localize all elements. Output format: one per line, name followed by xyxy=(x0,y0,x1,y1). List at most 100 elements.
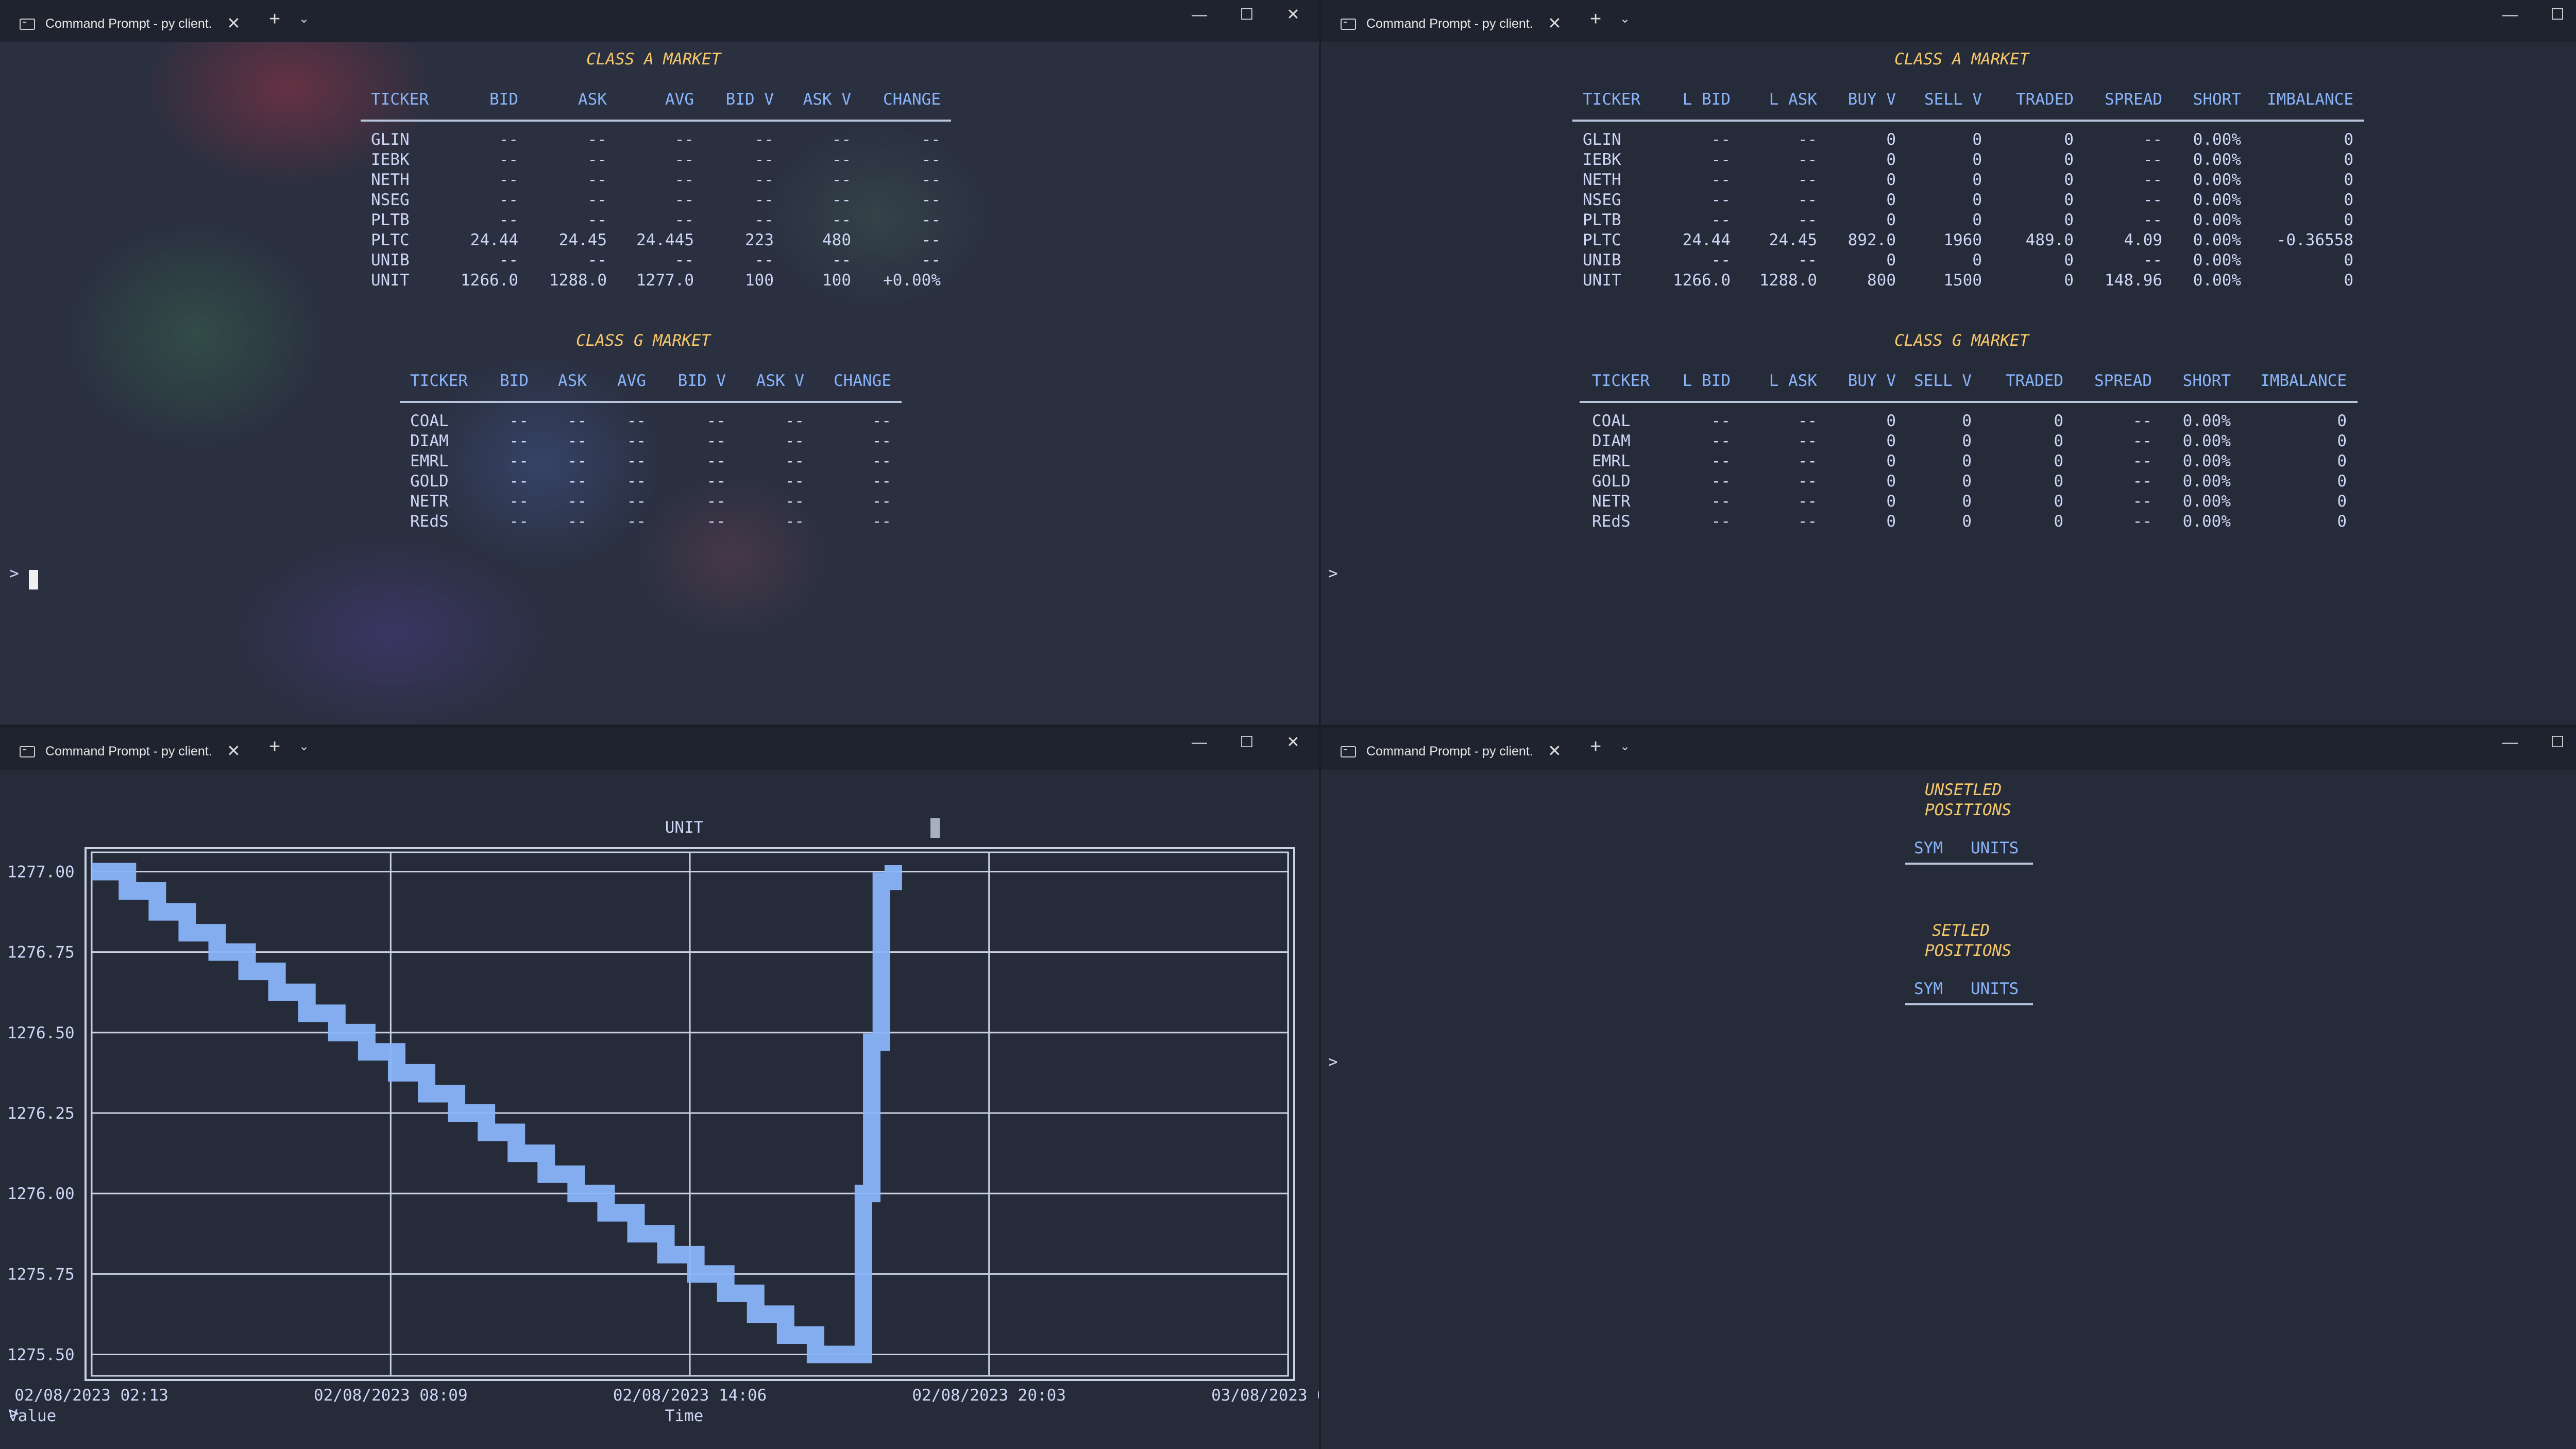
prompt: > xyxy=(9,1404,19,1423)
table-cell: 0 xyxy=(1962,492,1972,511)
table-cell: -- xyxy=(754,211,774,229)
prompt: > xyxy=(1328,1053,1338,1071)
ticker-cell: COAL xyxy=(1592,412,1631,430)
tab-close-icon[interactable]: ✕ xyxy=(227,14,241,32)
maximize-button[interactable]: ☐ xyxy=(2550,6,2565,23)
chevron-down-icon[interactable]: ⌄ xyxy=(1620,739,1631,753)
table-cell: 0 xyxy=(1962,472,1972,491)
table-cell: -- xyxy=(1711,412,1731,430)
ticker-cell: DIAM xyxy=(410,432,449,450)
maximize-button[interactable]: ☐ xyxy=(1240,6,1254,23)
table-cell: 0 xyxy=(2054,452,2063,470)
y-tick-label: 1276.50 xyxy=(7,1024,75,1042)
tab-close-icon[interactable]: ✕ xyxy=(1548,742,1562,760)
ticker-cell: PLTC xyxy=(1583,231,1621,249)
table-cell: 1500 xyxy=(1943,271,1982,290)
column-header: CHANGE xyxy=(883,90,941,109)
table-cell: 0 xyxy=(2064,191,2074,209)
table-cell: 0 xyxy=(1886,452,1896,470)
series-line xyxy=(91,863,902,1363)
terminal-output[interactable]: 1277.00 1276.75 1276.50 1276.25 1276.00 1275.… xyxy=(0,770,1319,1449)
table-cell: 0.00% xyxy=(2193,191,2241,209)
table-cell: -- xyxy=(2132,452,2152,470)
title-bar: Command Prompt - py client. ✕ + ⌄ — ☐ ✕ xyxy=(0,728,1319,770)
tab-close-icon[interactable]: ✕ xyxy=(227,742,241,760)
table-cell: 0.00% xyxy=(2193,130,2241,149)
table-cell: 24.45 xyxy=(1769,231,1817,249)
tab-command-prompt[interactable]: Command Prompt - py client. ✕ xyxy=(11,735,259,770)
table-cell: -- xyxy=(499,251,518,269)
chevron-down-icon[interactable]: ⌄ xyxy=(299,12,310,26)
minimize-button[interactable]: — xyxy=(1192,734,1207,751)
minimize-button[interactable]: — xyxy=(1192,6,1207,23)
table-cell: 480 xyxy=(822,231,851,249)
table-cell: 489.0 xyxy=(2025,231,2074,249)
y-tick-label: 1277.00 xyxy=(7,863,75,881)
ticker-cell: PLTB xyxy=(371,211,410,229)
new-tab-button[interactable]: + xyxy=(269,736,281,757)
table-cell: -- xyxy=(674,211,694,229)
table-cell: -- xyxy=(706,432,726,450)
ticker-cell: NETR xyxy=(410,492,449,511)
settled-header-units: UNITS xyxy=(1971,980,2019,998)
tab-command-prompt[interactable]: Command Prompt - py client. ✕ xyxy=(1332,735,1580,770)
table-cell: -- xyxy=(785,452,804,470)
table-cell: 0 xyxy=(2337,472,2347,491)
table-cell: -- xyxy=(626,412,646,430)
maximize-button[interactable]: ☐ xyxy=(2550,734,2565,751)
ticker-cell: UNIT xyxy=(1583,271,1621,290)
close-window-button[interactable]: ✕ xyxy=(1286,734,1300,751)
terminal-output[interactable]: CLASS A MARKET CLASS G MARKET > TICKER L … xyxy=(1321,42,2576,724)
x-tick-label: 02/08/2023 20:03 xyxy=(912,1386,1066,1405)
column-header: CHANGE xyxy=(834,372,891,390)
table-cell: 0 xyxy=(2064,130,2074,149)
tab-title: Command Prompt - py client. xyxy=(1366,744,1533,759)
table-cell: -- xyxy=(674,171,694,189)
ticker-cell: UNIB xyxy=(371,251,410,269)
table-cell: 0 xyxy=(2064,271,2074,290)
table-cell: 1277.0 xyxy=(636,271,694,290)
ticker-cell: EMRL xyxy=(410,452,449,470)
table-cell: 0.00% xyxy=(2193,150,2241,169)
column-header: BID V xyxy=(725,90,774,109)
chevron-down-icon[interactable]: ⌄ xyxy=(1620,12,1631,26)
table-cell: -- xyxy=(1798,191,1817,209)
price-chart: 1277.00 1276.75 1276.50 1276.25 1276.00 1275.… xyxy=(7,818,1319,1425)
table-cell: 0 xyxy=(1972,191,1982,209)
table-cell: 223 xyxy=(745,231,774,249)
new-tab-button[interactable]: + xyxy=(1590,8,1602,30)
new-tab-button[interactable]: + xyxy=(1590,736,1602,757)
close-window-button[interactable]: ✕ xyxy=(1286,6,1300,23)
table-cell: 0 xyxy=(1972,130,1982,149)
table-cell: -- xyxy=(921,251,941,269)
tab-command-prompt[interactable]: Command Prompt - py client. ✕ xyxy=(11,7,259,42)
table-cell: 0.00% xyxy=(2182,412,2231,430)
new-tab-button[interactable]: + xyxy=(269,8,281,30)
y-axis-label: Value xyxy=(8,1407,56,1425)
tab-command-prompt[interactable]: Command Prompt - py client. ✕ xyxy=(1332,7,1580,42)
table-cell: -- xyxy=(706,492,726,511)
minimize-button[interactable]: — xyxy=(2502,6,2518,23)
tab-close-icon[interactable]: ✕ xyxy=(1548,14,1562,32)
table-cell: 0.00% xyxy=(2193,171,2241,189)
table-cell: 0.00% xyxy=(2193,211,2241,229)
chevron-down-icon[interactable]: ⌄ xyxy=(299,739,310,753)
class-a-title: CLASS A MARKET xyxy=(586,50,721,69)
maximize-button[interactable]: ☐ xyxy=(1240,734,1254,751)
table-cell: -- xyxy=(1711,432,1731,450)
minimize-button[interactable]: — xyxy=(2502,734,2518,751)
table-cell: 0 xyxy=(1886,512,1896,531)
terminal-output[interactable]: CLASS A MARKET CLASS G MARKET > TICKER BI… xyxy=(0,42,1319,724)
table-cell: -- xyxy=(1711,512,1731,531)
table-cell: -- xyxy=(1711,251,1731,269)
table-cell: -- xyxy=(754,251,774,269)
class-a-title: CLASS A MARKET xyxy=(1894,50,2029,69)
table-cell: -- xyxy=(509,412,529,430)
table-cell: -- xyxy=(1798,211,1817,229)
table-cell: -- xyxy=(499,130,518,149)
ticker-cell: NETH xyxy=(371,171,410,189)
table-cell: -- xyxy=(2143,251,2162,269)
terminal-output[interactable]: UNSETLED POSITIONS SYM UNITS SETLED POSI… xyxy=(1321,770,2576,1449)
ticker-cell: UNIB xyxy=(1583,251,1621,269)
table-cell: 100 xyxy=(745,271,774,290)
